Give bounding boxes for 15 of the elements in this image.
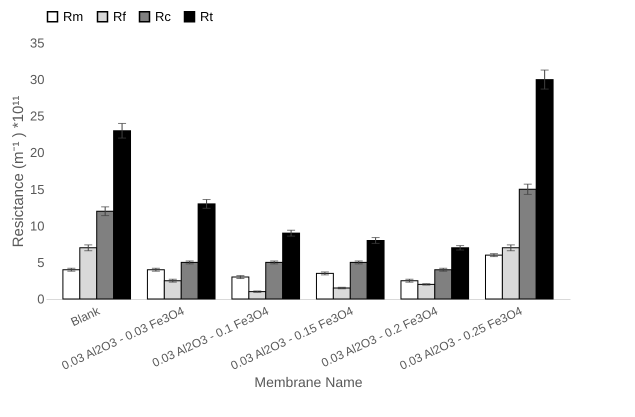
y-tick-label: 25 <box>30 108 44 124</box>
y-tick-label: 5 <box>37 254 44 270</box>
legend-label: Rc <box>155 8 172 24</box>
y-tick-label: 0 <box>37 292 44 306</box>
y-tick-label: 10 <box>30 218 44 234</box>
x-tick-label: Blank <box>68 303 103 330</box>
y-tick-label: 20 <box>30 145 44 160</box>
y-tick-label: 30 <box>30 72 44 88</box>
x-axis-title: Membrane Name <box>254 374 363 390</box>
y-tick-label: 15 <box>30 182 44 197</box>
legend-label: Rt <box>200 8 214 24</box>
y-tick-label: 35 <box>30 36 44 50</box>
y-axis-title: Resictance (m⁻¹ ) *10¹¹ <box>10 96 28 248</box>
legend-label: Rf <box>113 8 126 24</box>
legend-label: Rm <box>63 8 84 24</box>
